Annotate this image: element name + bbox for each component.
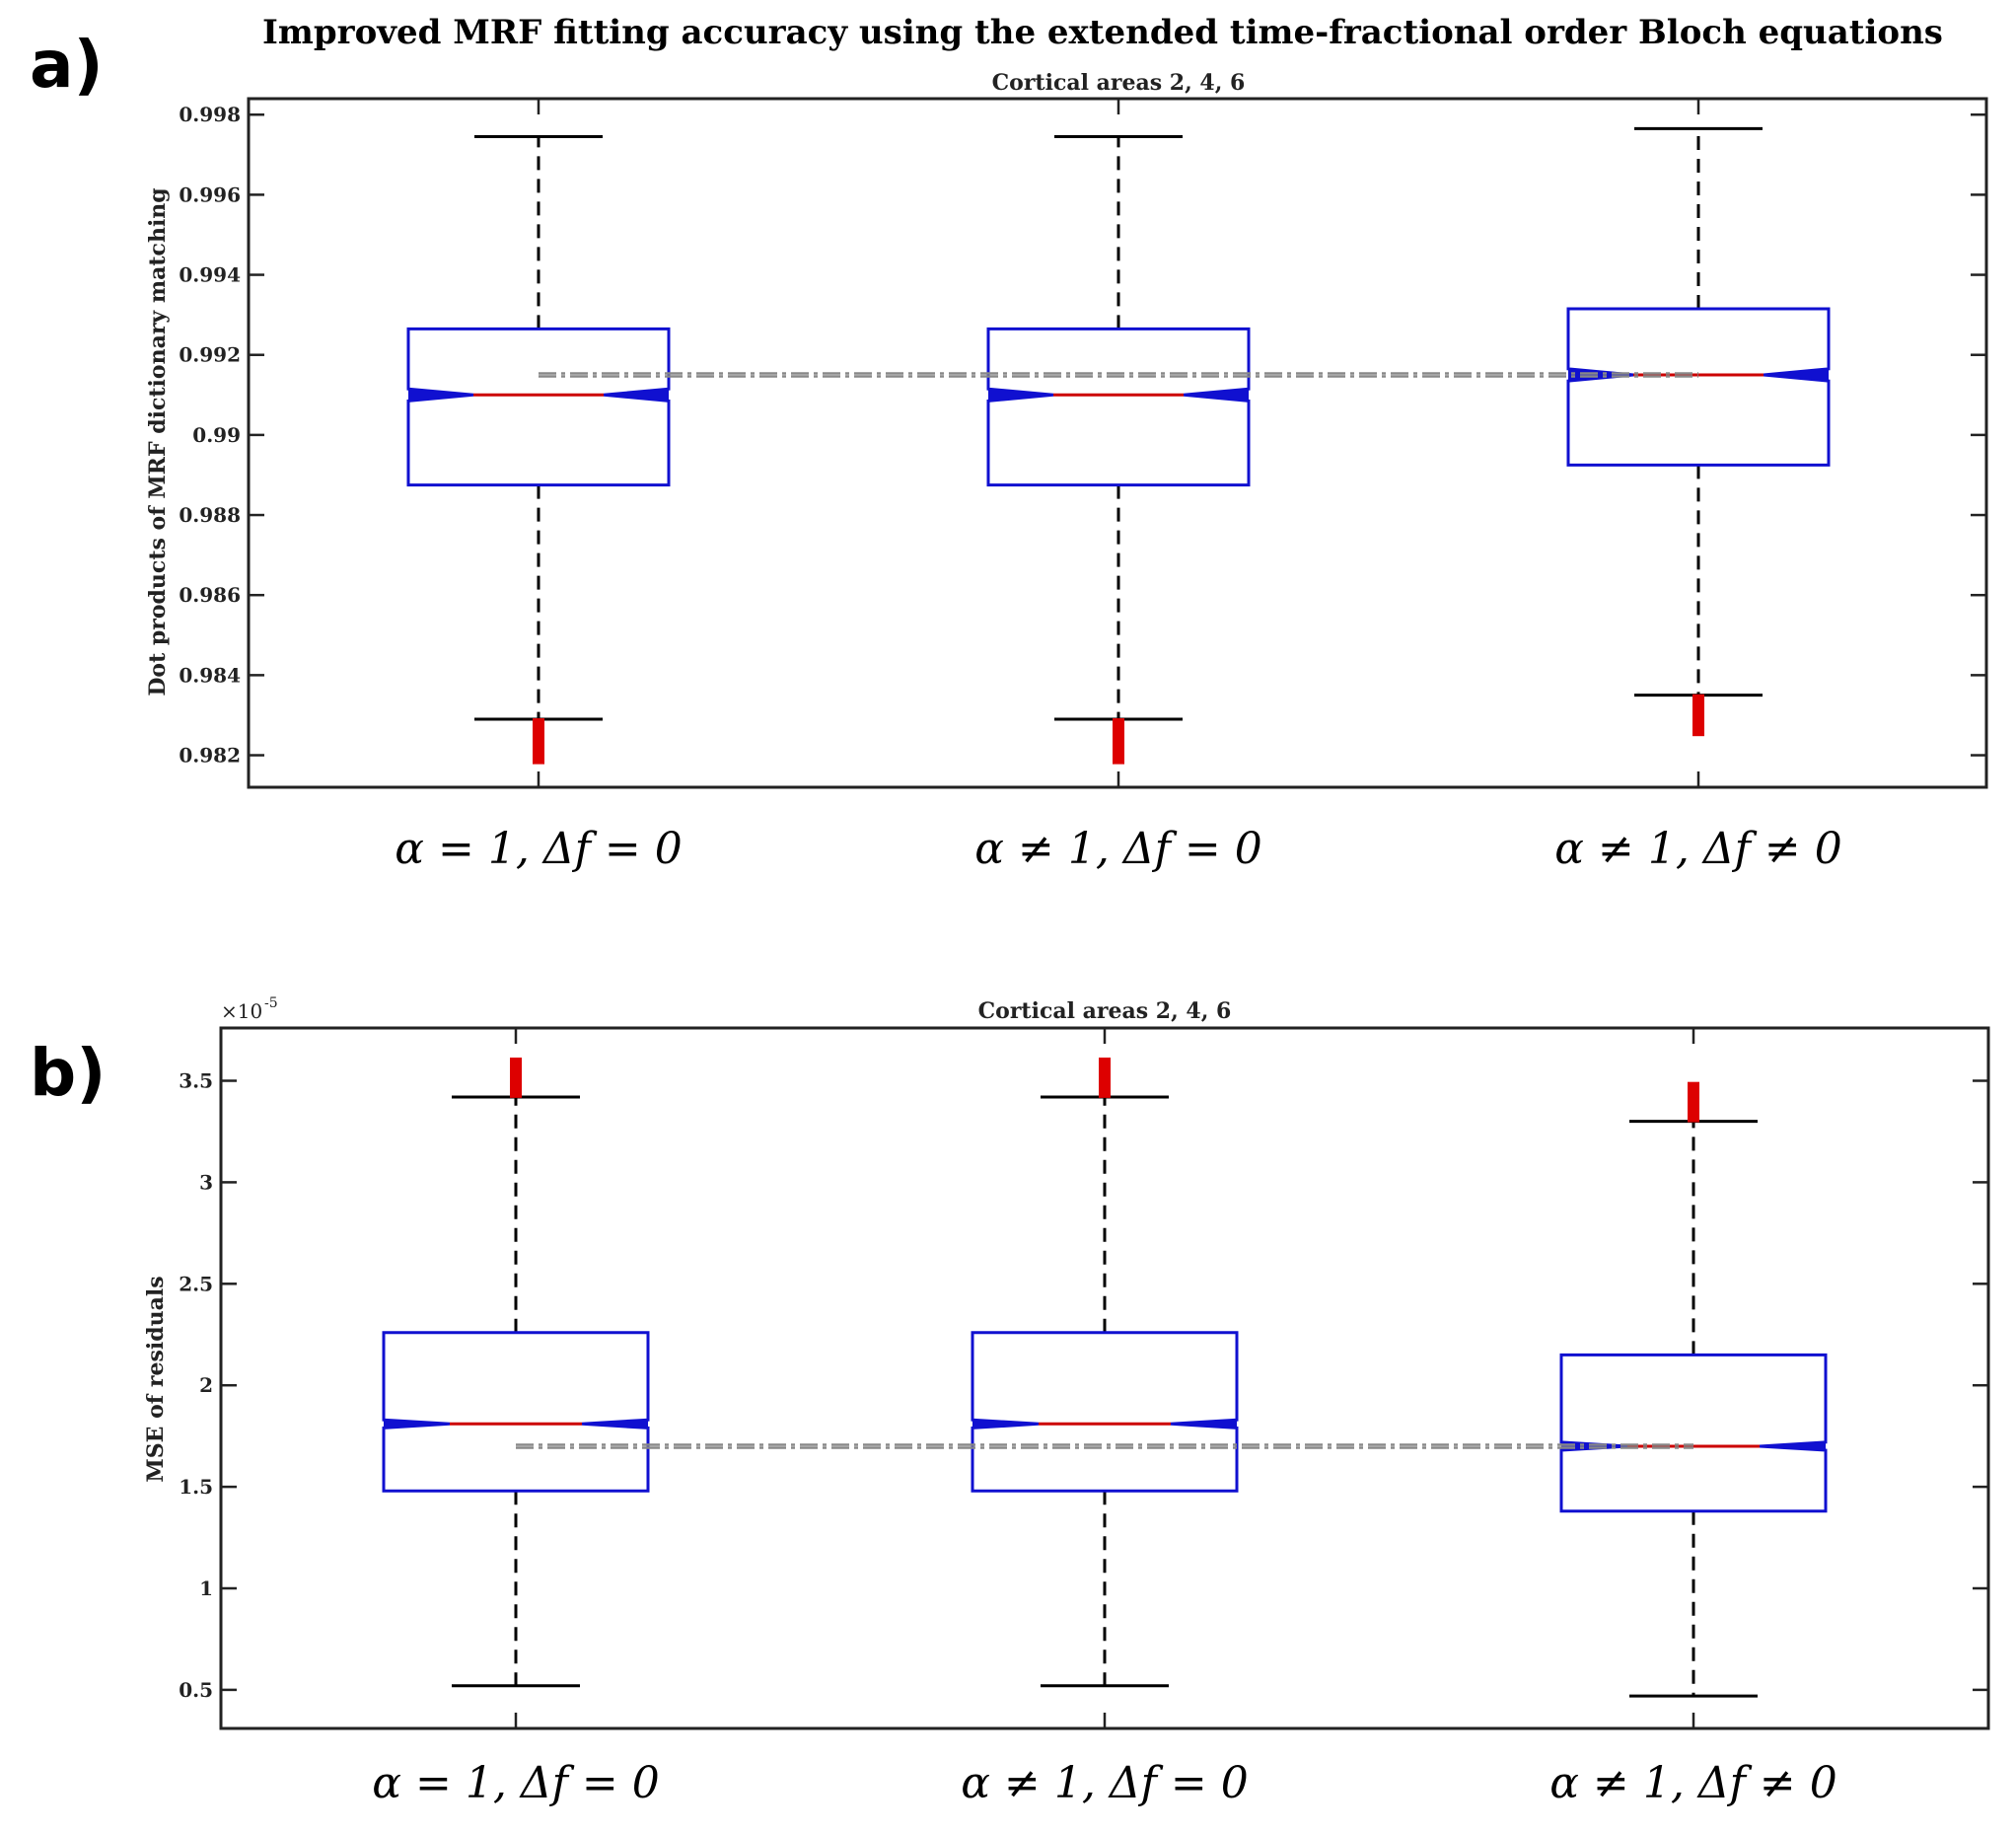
outlier-marker bbox=[510, 1069, 522, 1080]
outlier-marker bbox=[1113, 746, 1124, 757]
notch-left bbox=[384, 1420, 450, 1429]
y-tick-label: 0.984 bbox=[179, 663, 241, 687]
outlier-marker bbox=[1688, 1094, 1699, 1105]
y-tick-label: 0.99 bbox=[192, 423, 241, 447]
box-2 bbox=[986, 135, 1251, 765]
notch-right bbox=[1184, 389, 1249, 402]
panel-a-label: a) bbox=[30, 27, 104, 103]
y-tick-label: 0.992 bbox=[179, 343, 241, 367]
outlier-marker bbox=[1099, 1057, 1111, 1067]
y-tick-label: 1 bbox=[199, 1576, 213, 1600]
notch-left bbox=[408, 389, 473, 402]
y-tick-label: 0.988 bbox=[179, 503, 241, 527]
outlier-marker bbox=[1099, 1075, 1111, 1086]
x-category-label: α ≠ 1, Δf = 0 bbox=[961, 1758, 1248, 1808]
notch-right bbox=[582, 1420, 648, 1429]
panel-b-label: b) bbox=[30, 1035, 106, 1111]
outlier-marker bbox=[1688, 1112, 1699, 1123]
outlier-marker bbox=[510, 1081, 522, 1092]
outlier-marker bbox=[510, 1087, 522, 1098]
outlier-marker bbox=[1099, 1063, 1111, 1074]
y-tick-label: 3 bbox=[199, 1170, 213, 1194]
notch-right bbox=[1171, 1420, 1237, 1429]
outlier-marker bbox=[1692, 709, 1704, 720]
panel-b-title: Cortical areas 2, 4, 6 bbox=[978, 998, 1232, 1024]
outlier-marker bbox=[533, 738, 544, 749]
outlier-marker bbox=[1099, 1087, 1111, 1098]
notched-box bbox=[1566, 307, 1831, 467]
panel-b-plot-area: 0.5 1 1.5 2 2.5 3 3.5 α = 1, Δf = 0 α ≠ 1, Δf = … bbox=[179, 1026, 1990, 1808]
panel-a-y-axis-label: Dot products of MRF dictionary matching bbox=[145, 187, 171, 696]
outlier-marker bbox=[1688, 1081, 1699, 1092]
panel-a-plot-area: 0.982 0.984 0.986 0.988 0.99 0.992 0.994 0.996 0… bbox=[179, 97, 1988, 874]
notch-right bbox=[1764, 368, 1829, 382]
outlier-marker bbox=[1113, 718, 1124, 729]
notch-right bbox=[604, 389, 669, 402]
outlier-marker bbox=[1692, 726, 1704, 737]
notched-box bbox=[406, 327, 671, 487]
notched-box bbox=[382, 1331, 650, 1493]
y-tick-label: 0.982 bbox=[179, 744, 241, 768]
outlier-marker bbox=[533, 718, 544, 729]
outlier-marker bbox=[1113, 730, 1124, 741]
panel-b-y-axis-label: MSE of residuals bbox=[143, 1276, 169, 1482]
box-3 bbox=[1566, 126, 1831, 737]
outlier-marker bbox=[1692, 701, 1704, 712]
y-tick-label: 2 bbox=[199, 1373, 213, 1397]
y-tick-label: 0.5 bbox=[179, 1678, 213, 1702]
notched-box bbox=[971, 1331, 1239, 1493]
axes-frame bbox=[219, 1026, 1990, 1730]
x-category-label: α ≠ 1, Δf ≠ 0 bbox=[1554, 824, 1841, 874]
outlier-marker bbox=[1688, 1100, 1699, 1111]
outlier-marker bbox=[533, 730, 544, 741]
outlier-marker bbox=[510, 1057, 522, 1067]
x-category-label: α ≠ 1, Δf ≠ 0 bbox=[1549, 1758, 1836, 1808]
y-tick-label: 3.5 bbox=[179, 1069, 213, 1093]
x-category-label: α = 1, Δf = 0 bbox=[372, 1758, 659, 1808]
outlier-marker bbox=[1099, 1069, 1111, 1080]
panel-b-exponent: ×10 -5 bbox=[221, 995, 278, 1023]
outlier-marker bbox=[533, 746, 544, 757]
outlier-marker bbox=[510, 1075, 522, 1086]
x-category-label: α ≠ 1, Δf = 0 bbox=[974, 824, 1261, 874]
y-tick-label: 2.5 bbox=[179, 1272, 213, 1295]
notch-right bbox=[1760, 1441, 1826, 1451]
notch-left bbox=[1561, 1441, 1627, 1451]
outlier-marker bbox=[1692, 694, 1704, 704]
outlier-marker bbox=[1688, 1087, 1699, 1098]
box-3 bbox=[1559, 1081, 1828, 1698]
outlier-marker bbox=[1688, 1106, 1699, 1117]
figure-title: Improved MRF fitting accuracy using the … bbox=[262, 13, 1943, 52]
outlier-marker bbox=[1113, 754, 1124, 765]
y-tick-label: 1.5 bbox=[179, 1475, 213, 1499]
outlier-marker bbox=[1692, 718, 1704, 729]
outlier-marker bbox=[1113, 738, 1124, 749]
outlier-marker bbox=[533, 754, 544, 765]
box-2 bbox=[971, 1057, 1239, 1688]
panel-b: b) Cortical areas 2, 4, 6 MSE of residua… bbox=[30, 995, 1990, 1808]
y-tick-label: 0.996 bbox=[179, 183, 241, 206]
panel-b-exponent-power: -5 bbox=[264, 995, 278, 1011]
y-tick-label: 0.998 bbox=[179, 103, 241, 126]
box-1 bbox=[406, 135, 671, 765]
panel-a-title: Cortical areas 2, 4, 6 bbox=[992, 70, 1246, 96]
notch-left bbox=[1568, 368, 1633, 382]
notched-box bbox=[986, 327, 1251, 487]
outlier-marker bbox=[1099, 1081, 1111, 1092]
panel-b-exponent-base: ×10 bbox=[221, 999, 262, 1023]
x-category-label: α = 1, Δf = 0 bbox=[395, 824, 682, 874]
notch-left bbox=[972, 1420, 1039, 1429]
notch-left bbox=[988, 389, 1053, 402]
panel-a: a) Cortical areas 2, 4, 6 Dot products o… bbox=[30, 27, 1988, 874]
y-tick-label: 0.986 bbox=[179, 583, 241, 607]
y-tick-label: 0.994 bbox=[179, 263, 241, 287]
box-1 bbox=[382, 1057, 650, 1688]
outlier-marker bbox=[510, 1063, 522, 1074]
notched-box bbox=[1559, 1353, 1828, 1513]
